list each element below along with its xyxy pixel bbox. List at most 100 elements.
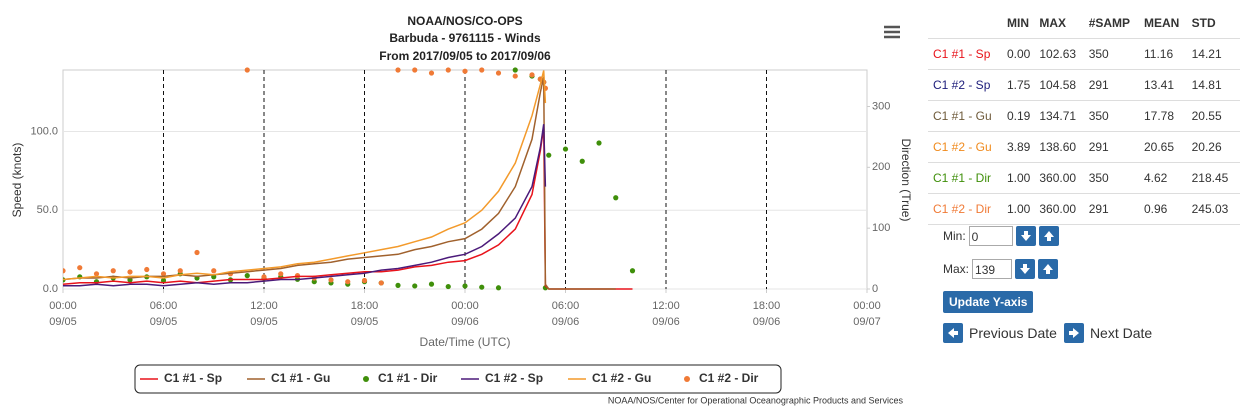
arrow — [948, 328, 958, 338]
next-button[interactable] — [1063, 323, 1084, 343]
direction-dot — [412, 67, 418, 73]
stat-cell: 0.96 — [1142, 193, 1191, 225]
previous-button[interactable] — [943, 323, 963, 343]
legend-item[interactable]: C1 #2 - Dir — [684, 371, 759, 385]
stat-cell: 350 — [1087, 162, 1143, 194]
chart-period: From 2017/09/05 to 2017/09/06 — [379, 49, 551, 63]
legend-symbol — [363, 376, 369, 382]
direction-dot — [445, 283, 451, 290]
min-down[interactable] — [1015, 226, 1036, 246]
column-header: STD — [1190, 8, 1240, 39]
plot-frame — [62, 69, 868, 290]
direction-dot — [412, 283, 418, 289]
chart-title: NOAA/NOS/CO-OPS — [407, 14, 522, 28]
stat-cell: 11.16 — [1142, 38, 1191, 70]
direction-dot — [160, 277, 167, 284]
legend-symbol — [684, 376, 690, 382]
arrow — [1020, 264, 1031, 274]
stat-cell: 134.71 — [1038, 100, 1088, 132]
stat-cell: 350 — [1087, 38, 1143, 70]
stats-row: C1 #2 - Gu 3.89 138.60 291 20.65 20.26 — [928, 131, 1240, 163]
max-up[interactable] — [1038, 259, 1059, 279]
y2-tick-label: 200 — [872, 161, 890, 173]
date-nav: Previous Date Next Date — [943, 323, 1156, 343]
max-input[interactable]: 139 — [972, 259, 1013, 279]
direction-dot — [529, 72, 535, 78]
direction-dot — [93, 271, 100, 277]
direction-dot — [110, 268, 116, 274]
direction-dot — [278, 271, 284, 277]
direction-dot — [361, 277, 368, 284]
direction-dot — [328, 277, 334, 283]
x-tick-date: 09/05 — [49, 316, 77, 328]
legend-item[interactable]: C1 #1 - Dir — [363, 371, 438, 385]
stat-cell: 1.00 — [1006, 193, 1039, 225]
row-name: C1 #1 - Dir — [928, 162, 1006, 194]
stat-cell: 350 — [1087, 100, 1143, 132]
max-down[interactable] — [1015, 259, 1036, 279]
stat-cell: 20.26 — [1190, 131, 1240, 163]
direction-dot — [596, 140, 602, 146]
direction-dot — [378, 280, 384, 286]
column-header: #SAMP — [1087, 8, 1143, 39]
x-tick-time: 00:00 — [853, 300, 881, 312]
min-label: Min: — [943, 229, 966, 243]
x-tick-date: 09/05 — [150, 316, 178, 328]
direction-dot — [479, 284, 485, 290]
legend-label: C1 #1 - Dir — [378, 371, 438, 385]
stat-cell: 14.81 — [1190, 69, 1240, 101]
stats-table: MIN MAX #SAMP MEAN STD C1 #1 - Sp 0.00 102.63 35… — [928, 8, 1240, 225]
y2-axis-title: Direction (True) — [899, 139, 912, 222]
direction-dot — [177, 268, 183, 274]
legend-item[interactable]: C1 #2 - Sp — [461, 371, 543, 385]
legend-item[interactable]: C1 #1 - Gu — [247, 371, 330, 385]
y2-tick-label: 100 — [872, 222, 890, 234]
x-tick-time: 00:00 — [451, 300, 479, 312]
legend-label: C1 #2 - Dir — [699, 371, 759, 385]
update-button[interactable]: Update Y-axis — [943, 291, 1034, 313]
max-label: Max: — [943, 262, 970, 276]
min-control: Min: 0 — [943, 226, 1059, 246]
direction-dot — [579, 158, 585, 164]
legend-item[interactable]: C1 #1 - Sp — [140, 371, 222, 385]
direction-dot — [395, 67, 401, 73]
menu-icon[interactable] — [882, 24, 902, 40]
x-axis-title: Date/Time (UTC) — [420, 335, 511, 349]
direction-dot — [462, 68, 468, 74]
x-tick-date: 09/06 — [753, 316, 781, 328]
next-label[interactable]: Next Date — [1089, 325, 1153, 341]
min-input[interactable]: 0 — [968, 226, 1013, 246]
stats-row: C1 #1 - Dir 1.00 360.00 350 4.62 218.45 — [928, 162, 1240, 194]
direction-dot — [63, 268, 66, 274]
previous-label[interactable]: Previous Date — [969, 325, 1057, 341]
direction-dot — [211, 268, 217, 274]
row-name: C1 #1 - Sp — [928, 38, 1006, 70]
stat-cell: 13.41 — [1142, 69, 1191, 101]
direction-dot — [93, 279, 100, 285]
max-control: Max: 139 — [943, 259, 1059, 279]
stat-cell: 104.58 — [1038, 69, 1088, 101]
stat-cell: 0.00 — [1006, 38, 1039, 70]
min-up[interactable] — [1038, 226, 1059, 246]
legend-item[interactable]: C1 #2 - Gu — [568, 371, 651, 385]
direction-dot — [345, 279, 351, 285]
credit: NOAA/NOS/Center for Operational Oceanogr… — [608, 395, 904, 405]
arrow — [1020, 231, 1031, 241]
arrow — [1043, 264, 1054, 274]
x-tick-time: 06:00 — [150, 300, 178, 312]
series-line — [63, 124, 547, 287]
direction-dot — [144, 266, 150, 273]
direction-dot — [445, 67, 451, 73]
y-tick-label: 100.0 — [30, 125, 58, 137]
stats-row: C1 #2 - Dir 1.00 360.00 291 0.96 245.03 — [928, 193, 1240, 225]
stat-cell: 291 — [1087, 69, 1143, 101]
stats-row: C1 #1 - Sp 0.00 102.63 350 11.16 14.21 — [928, 38, 1240, 70]
row-name: C1 #2 - Dir — [928, 193, 1006, 225]
direction-dot — [479, 67, 485, 73]
stats-row: C1 #2 - Sp 1.75 104.58 291 13.41 14.81 — [928, 69, 1240, 101]
stat-cell: 138.60 — [1038, 131, 1088, 163]
stat-cell: 14.21 — [1190, 38, 1240, 70]
stat-cell: 20.65 — [1142, 131, 1191, 163]
direction-dot — [462, 283, 468, 289]
stat-cell: 360.00 — [1038, 162, 1088, 194]
